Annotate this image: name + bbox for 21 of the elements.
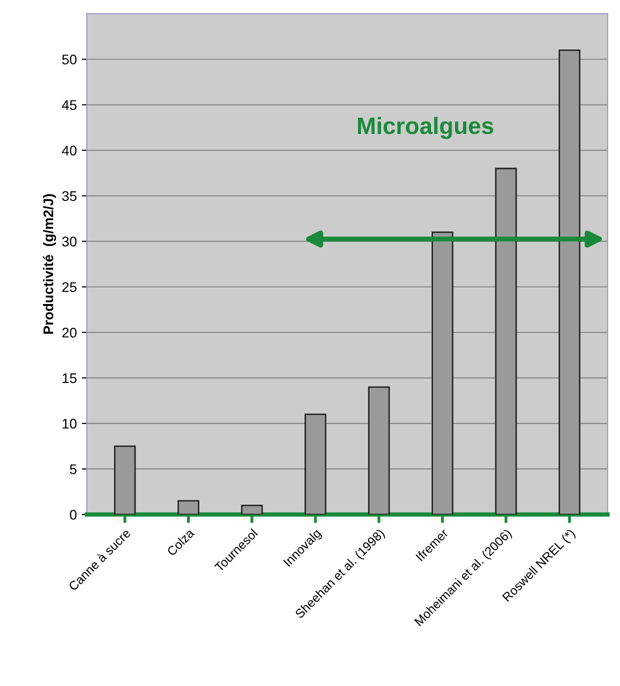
y-tick-label: 25 <box>62 282 76 292</box>
y-axis-title: Productivité (g/m2/J) <box>42 194 56 334</box>
annotation: Microalgues <box>358 116 494 139</box>
bar <box>114 446 136 514</box>
y-tick-label: 35 <box>62 191 76 201</box>
y-tick-label: 0 <box>70 510 77 520</box>
y-tick-label: 20 <box>62 328 77 338</box>
bar <box>368 386 390 514</box>
bar <box>178 500 200 514</box>
bar <box>241 504 263 514</box>
bar <box>304 414 326 514</box>
bar <box>495 168 517 514</box>
y-tick-label: 45 <box>62 100 76 110</box>
bar <box>558 49 580 514</box>
y-tick-label: 50 <box>62 54 77 64</box>
y-tick-label: 15 <box>62 373 76 384</box>
y-tick-label: 40 <box>62 146 77 156</box>
y-tick-label: 5 <box>70 464 76 474</box>
y-tick-label: 30 <box>62 236 77 247</box>
bar <box>432 232 454 514</box>
y-tick-label: 10 <box>62 418 77 429</box>
